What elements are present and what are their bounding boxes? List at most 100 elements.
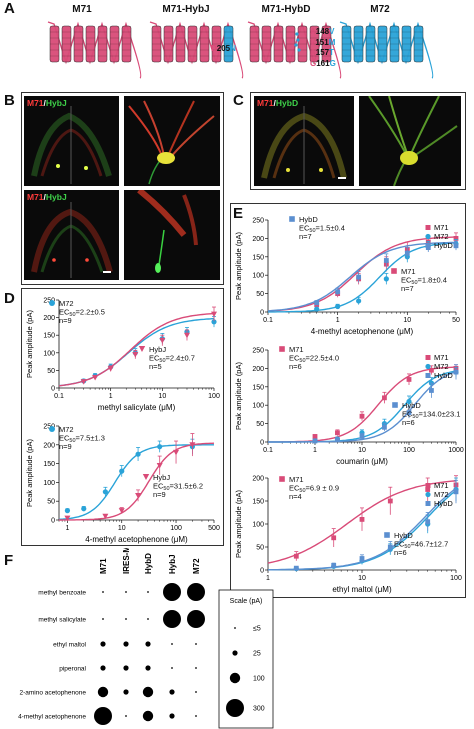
panel-label-b: B	[4, 92, 15, 109]
data-point	[383, 258, 389, 263]
data-point	[156, 462, 163, 469]
y-tick-label: 200	[252, 366, 264, 373]
annotation-line: HybJ	[149, 345, 166, 354]
response-dot	[163, 610, 181, 628]
receptor-title-m71-hybd: M71-HybD	[261, 4, 311, 15]
data-point	[312, 434, 318, 439]
legend-marker	[425, 491, 431, 498]
data-point	[406, 377, 412, 382]
response-dot	[195, 667, 197, 669]
annotation-line: EC50=6.9 ± 0.9	[289, 484, 339, 495]
tm-helix	[365, 25, 376, 63]
chart-axes: 0.1 1 10 100 0 50 100 150 200 250 methyl salicylat…	[25, 298, 220, 413]
series-hybd	[268, 479, 459, 571]
receptor-topology-3	[247, 21, 342, 79]
data-point	[118, 508, 125, 514]
data-point	[135, 451, 141, 457]
x-tick-label: 500	[208, 525, 220, 532]
x-axis-label: 4-methyl acetophenone (μM)	[85, 535, 188, 544]
y-tick-label: 150	[43, 333, 55, 340]
legend-marker	[425, 363, 431, 370]
annotation-marker	[391, 268, 397, 274]
annotation-line: EC50=1.5±0.4	[299, 224, 345, 235]
mutation-dot	[294, 43, 298, 47]
chart-e-middle: 0.1 1 10 100 1000 0 50 100 150 200 250 coumarin (μM…	[234, 345, 464, 467]
tm-helix	[353, 25, 364, 63]
response-dot	[145, 665, 151, 671]
response-dot	[97, 686, 109, 698]
data-point	[425, 519, 431, 525]
annotation-line: n=7	[299, 232, 312, 241]
hybj-mutation-label: D205N	[211, 44, 236, 53]
fit-curve-hybd	[268, 371, 457, 443]
data-point	[382, 395, 387, 401]
annotation-line: n=4	[289, 492, 302, 501]
y-axis-label: Peak amplitude (pA)	[234, 232, 243, 300]
annotation-line: M71	[401, 267, 416, 276]
response-dot	[123, 641, 129, 647]
data-point	[335, 437, 340, 443]
y-tick-label: 100	[252, 403, 264, 410]
micrograph-b-bottom-right	[124, 190, 220, 280]
tm-helix	[389, 25, 400, 63]
series-hybd	[267, 240, 459, 312]
x-tick-label: 100	[208, 393, 220, 400]
y-tick-label: 50	[47, 499, 55, 506]
chart-axes: 0.1 1 10 50 0 50 100 150 200 250 4-methyl acetophe…	[234, 218, 460, 337]
tm-helix	[73, 25, 84, 63]
panel-label-c: C	[233, 92, 244, 109]
response-dot	[195, 715, 197, 717]
annotation-line: M71	[289, 475, 304, 484]
annotation-line: n=6	[289, 362, 302, 371]
response-dot	[169, 713, 175, 719]
annotation-line: HybD	[394, 531, 413, 540]
tm-helix	[309, 25, 320, 63]
response-dot	[102, 591, 104, 593]
annotation-line: n=9	[59, 316, 72, 325]
response-dot	[123, 689, 129, 695]
receptor-topology-2	[149, 21, 244, 79]
data-point	[383, 276, 389, 282]
x-tick-label: 1	[266, 575, 270, 582]
data-point	[406, 410, 412, 415]
series-hybj	[58, 306, 217, 387]
chart-d-bottom: 1 10 100 500 0 50 100 150 200 250 4-methyl acetoph…	[25, 424, 220, 545]
panel-b-frame	[21, 92, 224, 285]
annotation-line: n=5	[149, 362, 162, 371]
x-axis-label: coumarin (μM)	[336, 457, 388, 466]
response-dot	[125, 591, 127, 593]
y-tick-label: 200	[43, 442, 55, 449]
annotation-line: EC50=2.2±0.5	[59, 308, 105, 319]
legend-marker	[425, 501, 431, 506]
annotation-marker	[392, 402, 398, 408]
chart-axes: 0.1 1 10 100 1000 0 50 100 150 200 250 coumarin (μM…	[234, 348, 464, 467]
y-tick-label: 150	[43, 461, 55, 468]
y-tick-label: 0	[51, 386, 55, 393]
receptor-topology-4	[339, 21, 434, 79]
y-tick-label: 250	[43, 298, 55, 305]
legend-marker	[425, 483, 431, 488]
y-tick-label: 50	[256, 545, 264, 552]
data-point	[135, 493, 142, 499]
tm-helix	[187, 25, 198, 63]
response-dot	[163, 583, 181, 601]
response-dot	[187, 610, 205, 628]
annotation-line: EC50=1.8±0.4	[401, 276, 447, 287]
annotation-line: n=6	[402, 418, 415, 427]
panel-c-frame	[250, 92, 466, 190]
data-point	[314, 306, 320, 312]
y-tick-label: 200	[252, 236, 264, 243]
x-tick-label: 50	[452, 317, 460, 324]
scale-legend-dot	[229, 672, 241, 684]
tm-helix	[97, 25, 108, 63]
data-point	[359, 556, 365, 561]
data-point	[356, 298, 362, 304]
micrograph-label: M71/HybJ	[27, 98, 67, 108]
row-label: 4-methyl acetophenone	[18, 714, 86, 721]
series-hybj	[59, 433, 215, 522]
data-point	[92, 374, 99, 381]
tm-helix	[163, 25, 174, 63]
